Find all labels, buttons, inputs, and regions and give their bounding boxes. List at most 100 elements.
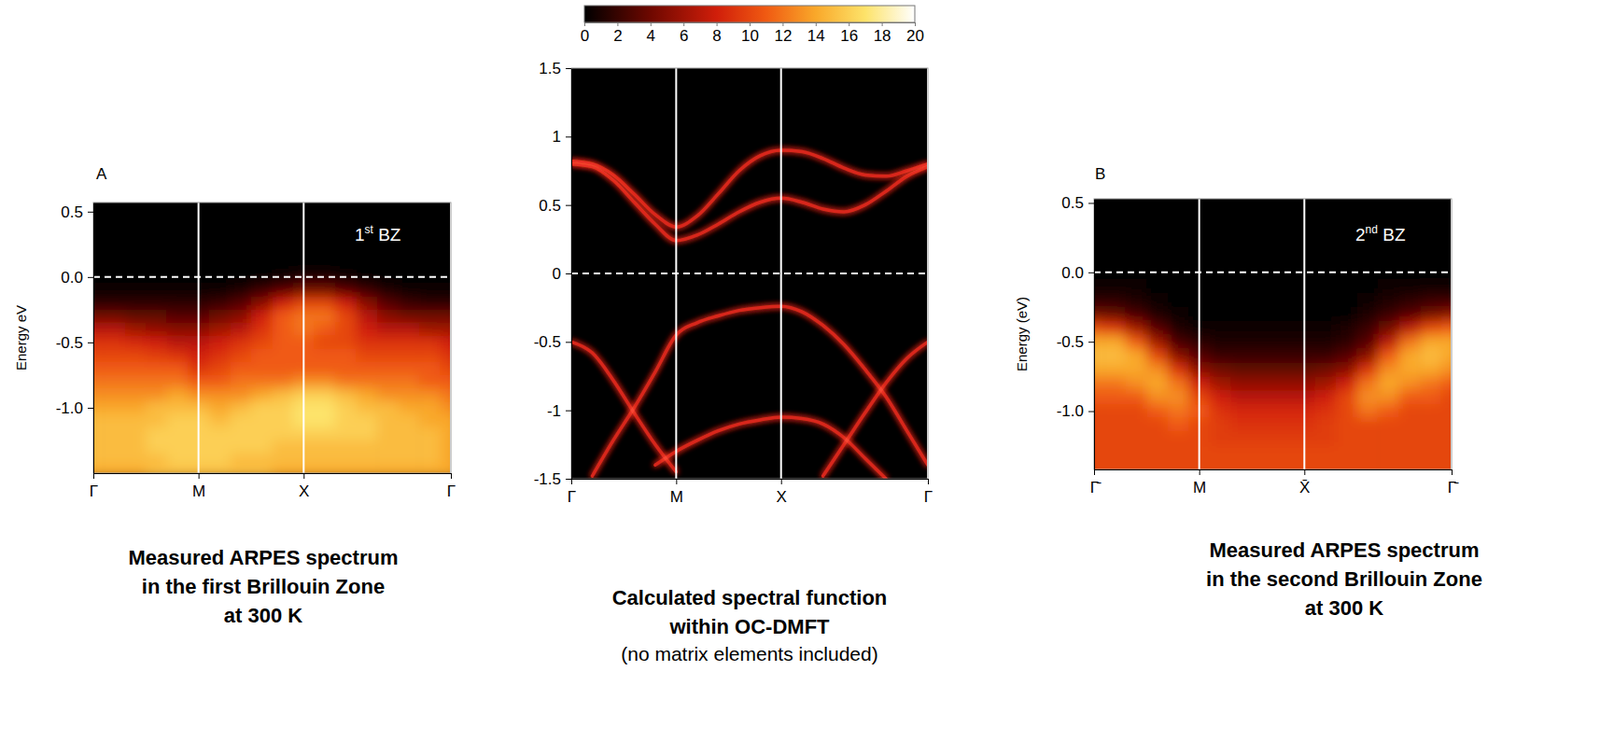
heatmap-cell: [1377, 460, 1400, 470]
heatmap-cell: [272, 362, 295, 377]
x-tick: X: [776, 478, 787, 506]
tick-mark: [781, 478, 783, 485]
heatmap-cell: [145, 231, 168, 246]
heatmap-cell: [209, 375, 231, 390]
heatmap-cell: [1230, 376, 1252, 391]
heatmap-cell: [93, 309, 105, 324]
x-axis: ΓMXΓ: [567, 478, 933, 506]
band-line: [591, 306, 928, 477]
heatmap-cell: [1094, 446, 1106, 461]
heatmap-cell: [272, 427, 295, 442]
heatmap-cell: [440, 453, 451, 468]
heatmap-cell: [1146, 307, 1168, 322]
heatmap-cell: [1441, 198, 1452, 211]
heatmap-cell: [167, 309, 189, 324]
heatmap-cell: [1273, 432, 1295, 447]
heatmap-cell: [1399, 390, 1421, 405]
colorbar: [584, 5, 915, 23]
heatmap-cell: [167, 453, 189, 468]
y-tick: -1.0: [1056, 402, 1095, 421]
heatmap-cell: [1094, 376, 1106, 391]
heatmap-cell: [1315, 210, 1337, 225]
heatmap-cell: [209, 427, 231, 442]
heatmap-cell: [125, 427, 147, 442]
heatmap-cell: [93, 453, 105, 468]
heatmap-cell: [125, 231, 147, 246]
heatmap-cell: [93, 349, 105, 364]
heatmap-cell: [1251, 198, 1274, 211]
heatmap-cell: [1377, 293, 1400, 308]
x-axis: ΓMXΓ: [89, 473, 456, 501]
heatmap-cell: [1167, 224, 1190, 239]
heatmap-cell: [1419, 362, 1442, 377]
tick-mark: [1304, 469, 1306, 476]
tick-label: Γ: [924, 488, 933, 506]
y-tick: -1.0: [56, 399, 94, 418]
heatmap-cell: [1104, 418, 1126, 433]
heatmap-cell: [167, 322, 189, 337]
x-tick: Γ: [567, 478, 576, 506]
heatmap-cell: [251, 388, 273, 403]
heatmap-cell: [229, 309, 252, 324]
heatmap-cell: [1125, 418, 1148, 433]
heatmap-cell: [251, 466, 273, 474]
heatmap-cell: [1094, 460, 1106, 470]
heatmap-cell: [335, 414, 357, 429]
heatmap-cell: [1251, 335, 1274, 350]
heatmap-cell: [103, 414, 126, 429]
heatmap-cell: [314, 283, 337, 298]
tick-mark: [1451, 469, 1453, 476]
heatmap-cell: [145, 401, 168, 416]
heatmap-cell: [1209, 418, 1232, 433]
heatmap-cell: [1094, 238, 1106, 253]
heatmap-cell: [167, 231, 189, 246]
heatmap-cell: [1230, 390, 1252, 405]
heatmap-cell: [145, 466, 168, 474]
layout-element: BZ: [373, 224, 402, 245]
heatmap-cell: [440, 466, 451, 474]
heatmap-cell: [272, 388, 295, 403]
heatmap-cell: [251, 322, 273, 337]
heatmap-cell: [398, 349, 421, 364]
plot-frame: [571, 68, 928, 479]
zone-label: 2nd BZ: [1355, 223, 1406, 245]
tick-label: 0.5: [1061, 194, 1084, 212]
heatmap-cell: [1146, 460, 1168, 470]
heatmap-cell: [1357, 362, 1379, 377]
tick-mark: [782, 22, 784, 27]
heatmap-cell: [209, 440, 231, 455]
tick-label: 10: [741, 27, 759, 45]
heatmap-cell: [272, 322, 295, 337]
heatmap-cell: [1377, 362, 1400, 377]
heatmap-cell: [356, 401, 379, 416]
heatmap-cell: [103, 205, 126, 220]
heatmap-cell: [1399, 460, 1421, 470]
y-tick: -0.5: [1056, 333, 1095, 351]
tick-mark: [450, 473, 452, 479]
heatmap-cell: [314, 453, 337, 468]
heatmap-cell: [145, 257, 168, 272]
heatmap-cell: [1335, 432, 1358, 447]
caption-line: Calculated spectral function: [612, 586, 888, 610]
y-tick: 0.0: [1061, 264, 1095, 282]
heatmap-cell: [1125, 362, 1148, 377]
heatmap-cell: [145, 322, 168, 337]
heatmap-cell: [1125, 335, 1148, 350]
y-tick: -1: [547, 402, 572, 421]
heatmap-cell: [1146, 446, 1168, 461]
heatmap-cell: [145, 205, 168, 220]
heatmap-cell: [419, 336, 441, 351]
heatmap-cell: [1125, 279, 1148, 294]
tick-label: 0: [552, 265, 562, 283]
heatmap-cell: [1441, 293, 1452, 308]
colorbar-tick: 14: [807, 22, 826, 45]
heatmap-cell: [1209, 279, 1232, 294]
heatmap-cell: [398, 257, 421, 272]
heatmap-cell: [419, 414, 441, 429]
heatmap-cell: [335, 375, 357, 390]
heatmap-cell: [93, 244, 105, 259]
heatmap-cell: [209, 231, 231, 246]
heatmap-cell: [1419, 321, 1442, 336]
heatmap-cell: [167, 336, 189, 351]
heatmap-cell: [1377, 307, 1400, 322]
